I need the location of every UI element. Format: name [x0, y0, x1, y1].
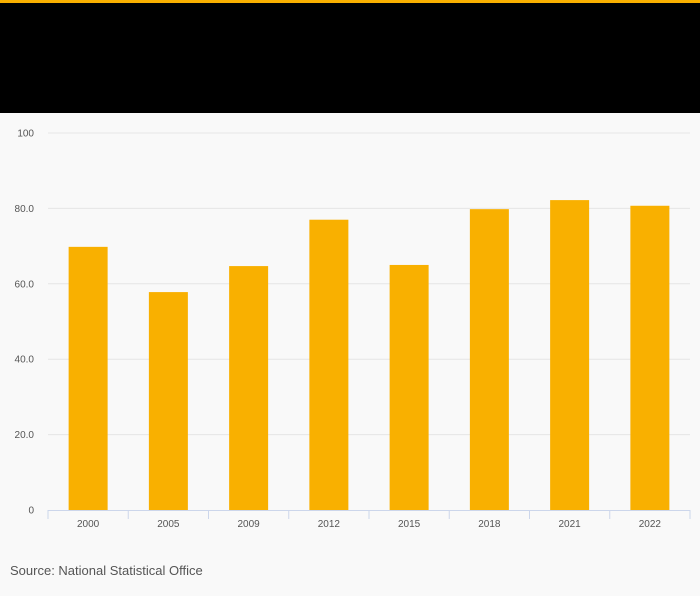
bar-2018	[469, 209, 509, 510]
y-axis-ticks: 0 20.0 40.0 60.0 80.0 100	[15, 129, 35, 517]
y-tick-label: 40.0	[15, 355, 35, 366]
x-tick-label: 2005	[157, 519, 180, 530]
y-tick-label: 60.0	[15, 279, 35, 290]
bar-2021	[550, 200, 590, 510]
bar-chart: 0 20.0 40.0 60.0 80.0 100 2000 2005 2009 2012 201…	[15, 129, 691, 530]
bar-2022	[630, 205, 670, 511]
x-tick-label: 2022	[639, 519, 662, 530]
x-tick-label: 2018	[478, 519, 501, 530]
chart-area: 0 20.0 40.0 60.0 80.0 100 2000 2005 2009 2012 201…	[0, 113, 700, 553]
accent-bar	[0, 0, 700, 3]
bar-2015	[389, 264, 429, 510]
source-note: Source: National Statistical Office	[10, 563, 203, 578]
bar-2012	[309, 219, 349, 510]
bar-2005	[148, 292, 188, 510]
x-tick-label: 2009	[238, 519, 261, 530]
x-tick-label: 2012	[318, 519, 341, 530]
bar-2000	[68, 246, 108, 510]
x-axis: 2000 2005 2009 2012 2015 2018 2021 2022	[47, 510, 691, 530]
y-tick-label: 20.0	[15, 430, 35, 441]
bars	[68, 200, 670, 511]
y-tick-label: 100	[17, 129, 34, 140]
header-band	[0, 3, 700, 113]
y-tick-label: 0	[28, 506, 34, 517]
bar-2009	[229, 266, 269, 510]
x-tick-label: 2000	[77, 519, 100, 530]
gridlines	[48, 132, 690, 436]
y-tick-label: 80.0	[15, 204, 35, 215]
x-tick-label: 2021	[559, 519, 582, 530]
x-tick-label: 2015	[398, 519, 421, 530]
